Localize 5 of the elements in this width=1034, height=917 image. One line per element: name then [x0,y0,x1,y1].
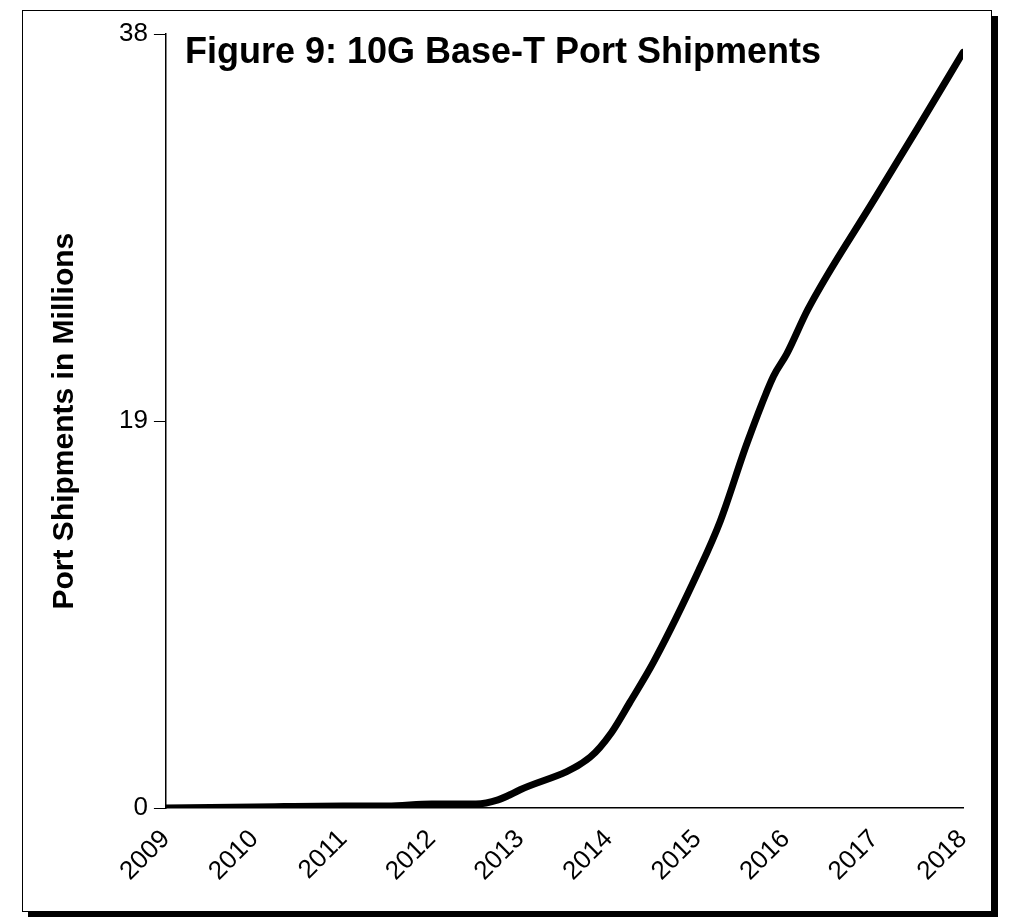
y-tick-label: 38 [119,17,148,48]
chart-title: Figure 9: 10G Base-T Port Shipments [184,29,822,71]
y-axis-title: Port Shipments in Millions [46,232,80,610]
y-tick-label: 0 [133,791,148,822]
y-tick-label: 19 [119,404,148,435]
